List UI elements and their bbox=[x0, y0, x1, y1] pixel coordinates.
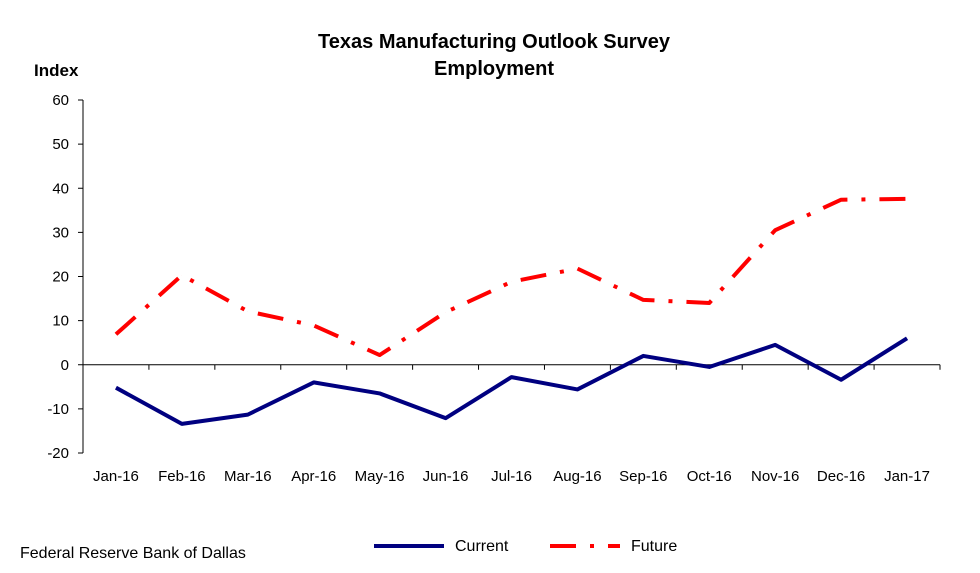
legend-label-current: Current bbox=[455, 538, 509, 555]
source-note: Federal Reserve Bank of Dallas bbox=[20, 545, 246, 562]
y-tick-label: 20 bbox=[52, 269, 69, 286]
y-tick-label: 40 bbox=[52, 180, 69, 197]
legend-label-future: Future bbox=[631, 538, 677, 555]
series-line-future bbox=[114, 196, 908, 358]
x-tick-label: Mar-16 bbox=[224, 468, 272, 485]
x-tick-label: Sep-16 bbox=[619, 468, 667, 485]
x-tick-label: Jan-17 bbox=[884, 468, 930, 485]
y-tick-label: -10 bbox=[47, 401, 69, 418]
x-tick-label: Aug-16 bbox=[553, 468, 601, 485]
x-tick-label: Apr-16 bbox=[291, 468, 336, 485]
legend: Current Future bbox=[374, 538, 677, 555]
x-tick-label: May-16 bbox=[355, 468, 405, 485]
x-tick-label: Dec-16 bbox=[817, 468, 865, 485]
x-tick-label: Jul-16 bbox=[491, 468, 532, 485]
axes: 60 50 40 30 20 10 0 -10 -20 Jan-16 Feb-16 Mar-16 Apr… bbox=[47, 92, 941, 485]
chart-title: Texas Manufacturing Outlook Survey bbox=[318, 31, 671, 53]
chart-subtitle: Employment bbox=[434, 58, 554, 80]
x-tick-label: Feb-16 bbox=[158, 468, 206, 485]
series-layer bbox=[114, 196, 909, 426]
y-axis-label: Index bbox=[34, 61, 79, 80]
x-tick-label: Jun-16 bbox=[423, 468, 469, 485]
y-tick-label: 10 bbox=[52, 313, 69, 330]
y-tick-label: 50 bbox=[52, 136, 69, 153]
x-tick-label: Oct-16 bbox=[687, 468, 732, 485]
y-tick-label: 0 bbox=[61, 357, 69, 374]
y-tick-label: -20 bbox=[47, 445, 69, 462]
series-line-current bbox=[114, 336, 909, 426]
x-tick-label: Nov-16 bbox=[751, 468, 799, 485]
y-tick-label: 30 bbox=[52, 224, 69, 241]
y-tick-label: 60 bbox=[52, 92, 69, 109]
x-tick-label: Jan-16 bbox=[93, 468, 139, 485]
